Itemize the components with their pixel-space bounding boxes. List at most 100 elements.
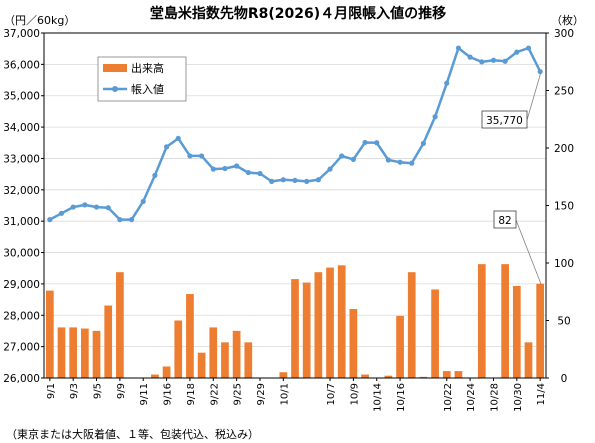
x-axis-tick-label: 10/22 xyxy=(443,383,454,412)
volume-bar xyxy=(524,342,533,378)
settlement-point xyxy=(327,166,333,172)
settlement-point xyxy=(105,205,111,211)
right-axis-tick-label: 300 xyxy=(554,28,574,40)
x-axis-tick-label: 10/24 xyxy=(466,383,477,412)
left-axis-tick-label: 29,000 xyxy=(3,279,40,291)
right-axis-ticks: 0 50 100 150 200 250 300 xyxy=(546,28,574,385)
footnote: （東京または大阪着値、１等、包装代込、税込み） xyxy=(6,427,259,441)
volume-bar xyxy=(69,327,78,378)
settlement-point xyxy=(315,177,321,183)
settlement-point xyxy=(525,45,532,51)
settlement-point xyxy=(47,217,53,223)
volume-bars xyxy=(45,264,545,378)
x-axis-tick-label: 9/25 xyxy=(233,383,244,405)
volume-bar xyxy=(477,264,486,378)
settlement-point xyxy=(409,160,415,166)
settlement-point xyxy=(444,80,450,86)
left-axis-tick-label: 30,000 xyxy=(3,248,40,260)
right-axis-tick-label: 200 xyxy=(554,143,574,155)
left-axis-tick-label: 37,000 xyxy=(3,28,40,40)
volume-bar xyxy=(57,327,66,378)
x-axis-tick-label: 9/11 xyxy=(139,383,150,405)
right-axis-tick-label: 250 xyxy=(554,86,574,98)
volume-bar xyxy=(197,352,206,378)
volume-bar xyxy=(45,290,54,378)
volume-callout-box xyxy=(493,210,517,229)
volume-bar xyxy=(454,371,463,378)
settlement-point xyxy=(350,156,356,162)
settlement-point xyxy=(514,49,520,55)
price-callout: 35,770 xyxy=(481,71,542,129)
settlement-point xyxy=(420,140,427,146)
x-axis-tick-label: 10/1 xyxy=(279,383,290,405)
legend-line-label: 帳入値 xyxy=(131,82,164,96)
x-axis-tick-label: 10/9 xyxy=(349,383,360,405)
settlement-point xyxy=(152,172,158,178)
x-axis-tick-label: 9/1 xyxy=(46,383,57,399)
x-axis-tick-label: 11/4 xyxy=(536,383,547,405)
volume-bar xyxy=(536,283,545,378)
volume-bar xyxy=(384,375,393,378)
right-axis-tick-label: 150 xyxy=(554,201,574,213)
volume-bar xyxy=(92,330,101,378)
right-axis-unit: （枚） xyxy=(551,13,584,27)
right-axis-tick-label: 50 xyxy=(557,316,570,328)
volume-bar xyxy=(232,330,241,378)
volume-bar xyxy=(431,289,439,378)
settlement-point xyxy=(58,210,65,216)
volume-bar xyxy=(302,282,311,378)
settlement-point xyxy=(537,68,543,75)
left-axis-tick-label: 35,000 xyxy=(3,91,40,103)
legend-line-marker xyxy=(112,86,118,92)
settlement-point xyxy=(93,204,100,210)
x-axis-tick-label: 10/30 xyxy=(513,383,524,412)
volume-bar xyxy=(279,372,288,378)
settlement-point xyxy=(70,204,76,210)
settlement-point xyxy=(210,166,216,172)
x-axis-tick-label: 9/18 xyxy=(186,383,197,405)
settlement-point xyxy=(257,170,263,177)
volume-bar xyxy=(116,272,124,378)
settlement-point xyxy=(187,153,193,159)
volume-bar xyxy=(407,272,416,378)
volume-bar xyxy=(151,374,159,378)
left-axis-tick-label: 26,000 xyxy=(3,373,40,385)
right-axis-tick-label: 100 xyxy=(554,258,574,270)
settlement-point xyxy=(280,177,286,183)
settlement-point xyxy=(269,178,275,184)
x-axis-tick-label: 10/14 xyxy=(373,383,384,412)
volume-bar xyxy=(174,320,183,378)
volume-bar xyxy=(162,366,171,378)
settlement-point xyxy=(117,217,123,223)
settlement-point xyxy=(292,177,298,184)
x-axis-ticks: 9/1 9/3 9/5 9/9 9/11 9/16 9/18 9/22 9/25 9/29 10/1… xyxy=(46,378,547,412)
volume-bar xyxy=(244,342,253,378)
volume-bar xyxy=(186,294,194,378)
price-callout-box xyxy=(481,110,528,129)
legend-bar-swatch xyxy=(103,64,127,72)
price-callout-leader xyxy=(526,71,542,121)
right-axis-tick-label: 0 xyxy=(561,373,568,385)
volume-bar xyxy=(81,328,89,378)
left-axis-tick-label: 31,000 xyxy=(3,216,40,228)
volume-bar xyxy=(104,305,113,378)
settlement-point xyxy=(199,153,205,159)
x-axis-tick-label: 9/16 xyxy=(163,383,174,405)
legend: 出来高 帳入値 xyxy=(97,56,187,102)
legend-bar-label: 出来高 xyxy=(131,61,164,75)
volume-bar xyxy=(419,376,428,378)
volume-callout-text: 82 xyxy=(498,215,511,227)
x-axis-tick-label: 10/16 xyxy=(396,383,407,412)
settlement-point xyxy=(490,57,497,63)
x-axis-tick-label: 10/28 xyxy=(489,383,500,412)
volume-bar xyxy=(361,374,369,378)
left-axis-ticks: 26,000 27,000 28,000 29,000 30,000 31,000 32,0… xyxy=(3,28,44,385)
settlement-point xyxy=(362,139,368,146)
volume-bar xyxy=(442,371,451,378)
settlement-point xyxy=(502,58,508,64)
x-axis-tick-label: 10/7 xyxy=(326,383,337,405)
volume-callout-leader xyxy=(515,219,542,285)
settlement-point xyxy=(374,140,380,146)
settlement-point xyxy=(82,202,88,208)
